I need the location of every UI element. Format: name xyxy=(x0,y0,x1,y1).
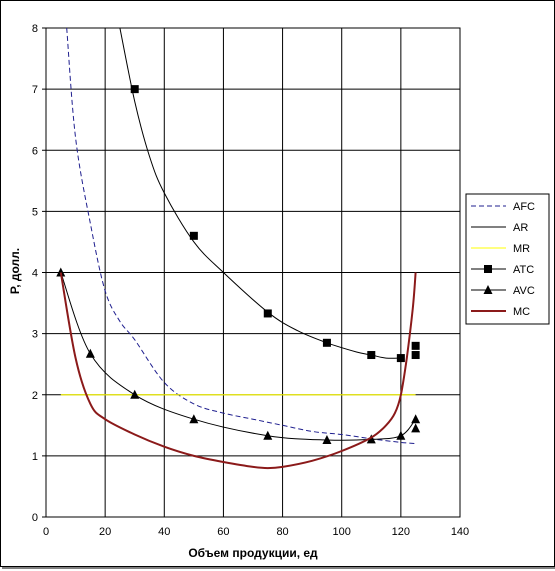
data-point-atc xyxy=(367,351,376,360)
x-tick-label: 20 xyxy=(99,526,111,538)
data-point-avc xyxy=(263,430,273,440)
y-tick-label: 2 xyxy=(32,390,38,402)
legend-label: MC xyxy=(513,306,530,318)
data-point-avc xyxy=(411,414,421,424)
legend-marker xyxy=(483,285,493,294)
axes xyxy=(42,27,46,518)
x-tick-label: 80 xyxy=(276,526,288,538)
x-tick-label: 40 xyxy=(158,526,170,538)
tick-labels: 0 20 40 60 80 100 120 140 0 1 2 3 4 5 6 7 8 xyxy=(32,23,469,538)
data-point-atc xyxy=(322,338,331,347)
grid xyxy=(45,27,461,518)
data-point-avc xyxy=(366,434,376,444)
x-tick-label: 0 xyxy=(43,526,49,538)
series-atc xyxy=(130,85,420,363)
legend-label: AR xyxy=(513,222,528,234)
legend-label: AVC xyxy=(513,285,535,297)
series-line-mc xyxy=(59,272,417,470)
legend-item-avc: AVC xyxy=(471,285,535,297)
legend-marker xyxy=(484,265,492,273)
legend-label: AFC xyxy=(513,201,535,213)
legend-label: ATC xyxy=(513,264,534,276)
legend-item-atc: ATC xyxy=(471,264,534,276)
x-axis-label: Объем продукции, ед xyxy=(188,546,318,560)
data-point-atc xyxy=(189,231,198,240)
legend-item-afc: AFC xyxy=(471,201,535,213)
data-point-atc xyxy=(411,341,420,350)
legend-item-mc: MC xyxy=(471,306,530,318)
data-point-avc xyxy=(411,423,421,433)
y-tick-label: 7 xyxy=(32,84,38,96)
series-layer xyxy=(56,27,421,470)
data-point-atc xyxy=(396,354,405,363)
y-tick-label: 8 xyxy=(32,23,38,35)
legend-item-mr: MR xyxy=(471,243,530,255)
data-point-atc xyxy=(263,309,272,318)
data-point-avc xyxy=(189,414,199,424)
y-tick-label: 5 xyxy=(32,206,38,218)
data-point-avc xyxy=(322,434,332,444)
x-tick-label: 140 xyxy=(451,526,469,538)
x-tick-label: 120 xyxy=(392,526,410,538)
y-tick-label: 0 xyxy=(32,512,38,524)
x-tick-label: 60 xyxy=(217,526,229,538)
data-point-avc xyxy=(396,430,406,440)
series-afc xyxy=(66,27,416,445)
y-axis-label: Р, долл. xyxy=(8,248,22,294)
data-point-atc xyxy=(411,351,420,360)
data-point-atc xyxy=(130,85,139,94)
legend: AFC AR MR ATC AVC MC xyxy=(465,193,550,325)
data-point-avc xyxy=(56,267,66,277)
x-tick-label: 100 xyxy=(333,526,351,538)
series-avc xyxy=(56,267,421,444)
series-line-afc xyxy=(66,27,416,445)
series-line-avc xyxy=(60,272,416,441)
y-tick-label: 4 xyxy=(32,268,38,280)
y-tick-label: 6 xyxy=(32,145,38,157)
legend-box xyxy=(465,193,550,325)
data-point-avc xyxy=(85,348,95,358)
y-tick-label: 1 xyxy=(32,451,38,463)
series-mc xyxy=(59,272,417,470)
legend-item-ar: AR xyxy=(471,222,528,234)
y-tick-label: 3 xyxy=(32,329,38,341)
legend-label: MR xyxy=(513,243,530,255)
data-point-avc xyxy=(130,389,140,399)
